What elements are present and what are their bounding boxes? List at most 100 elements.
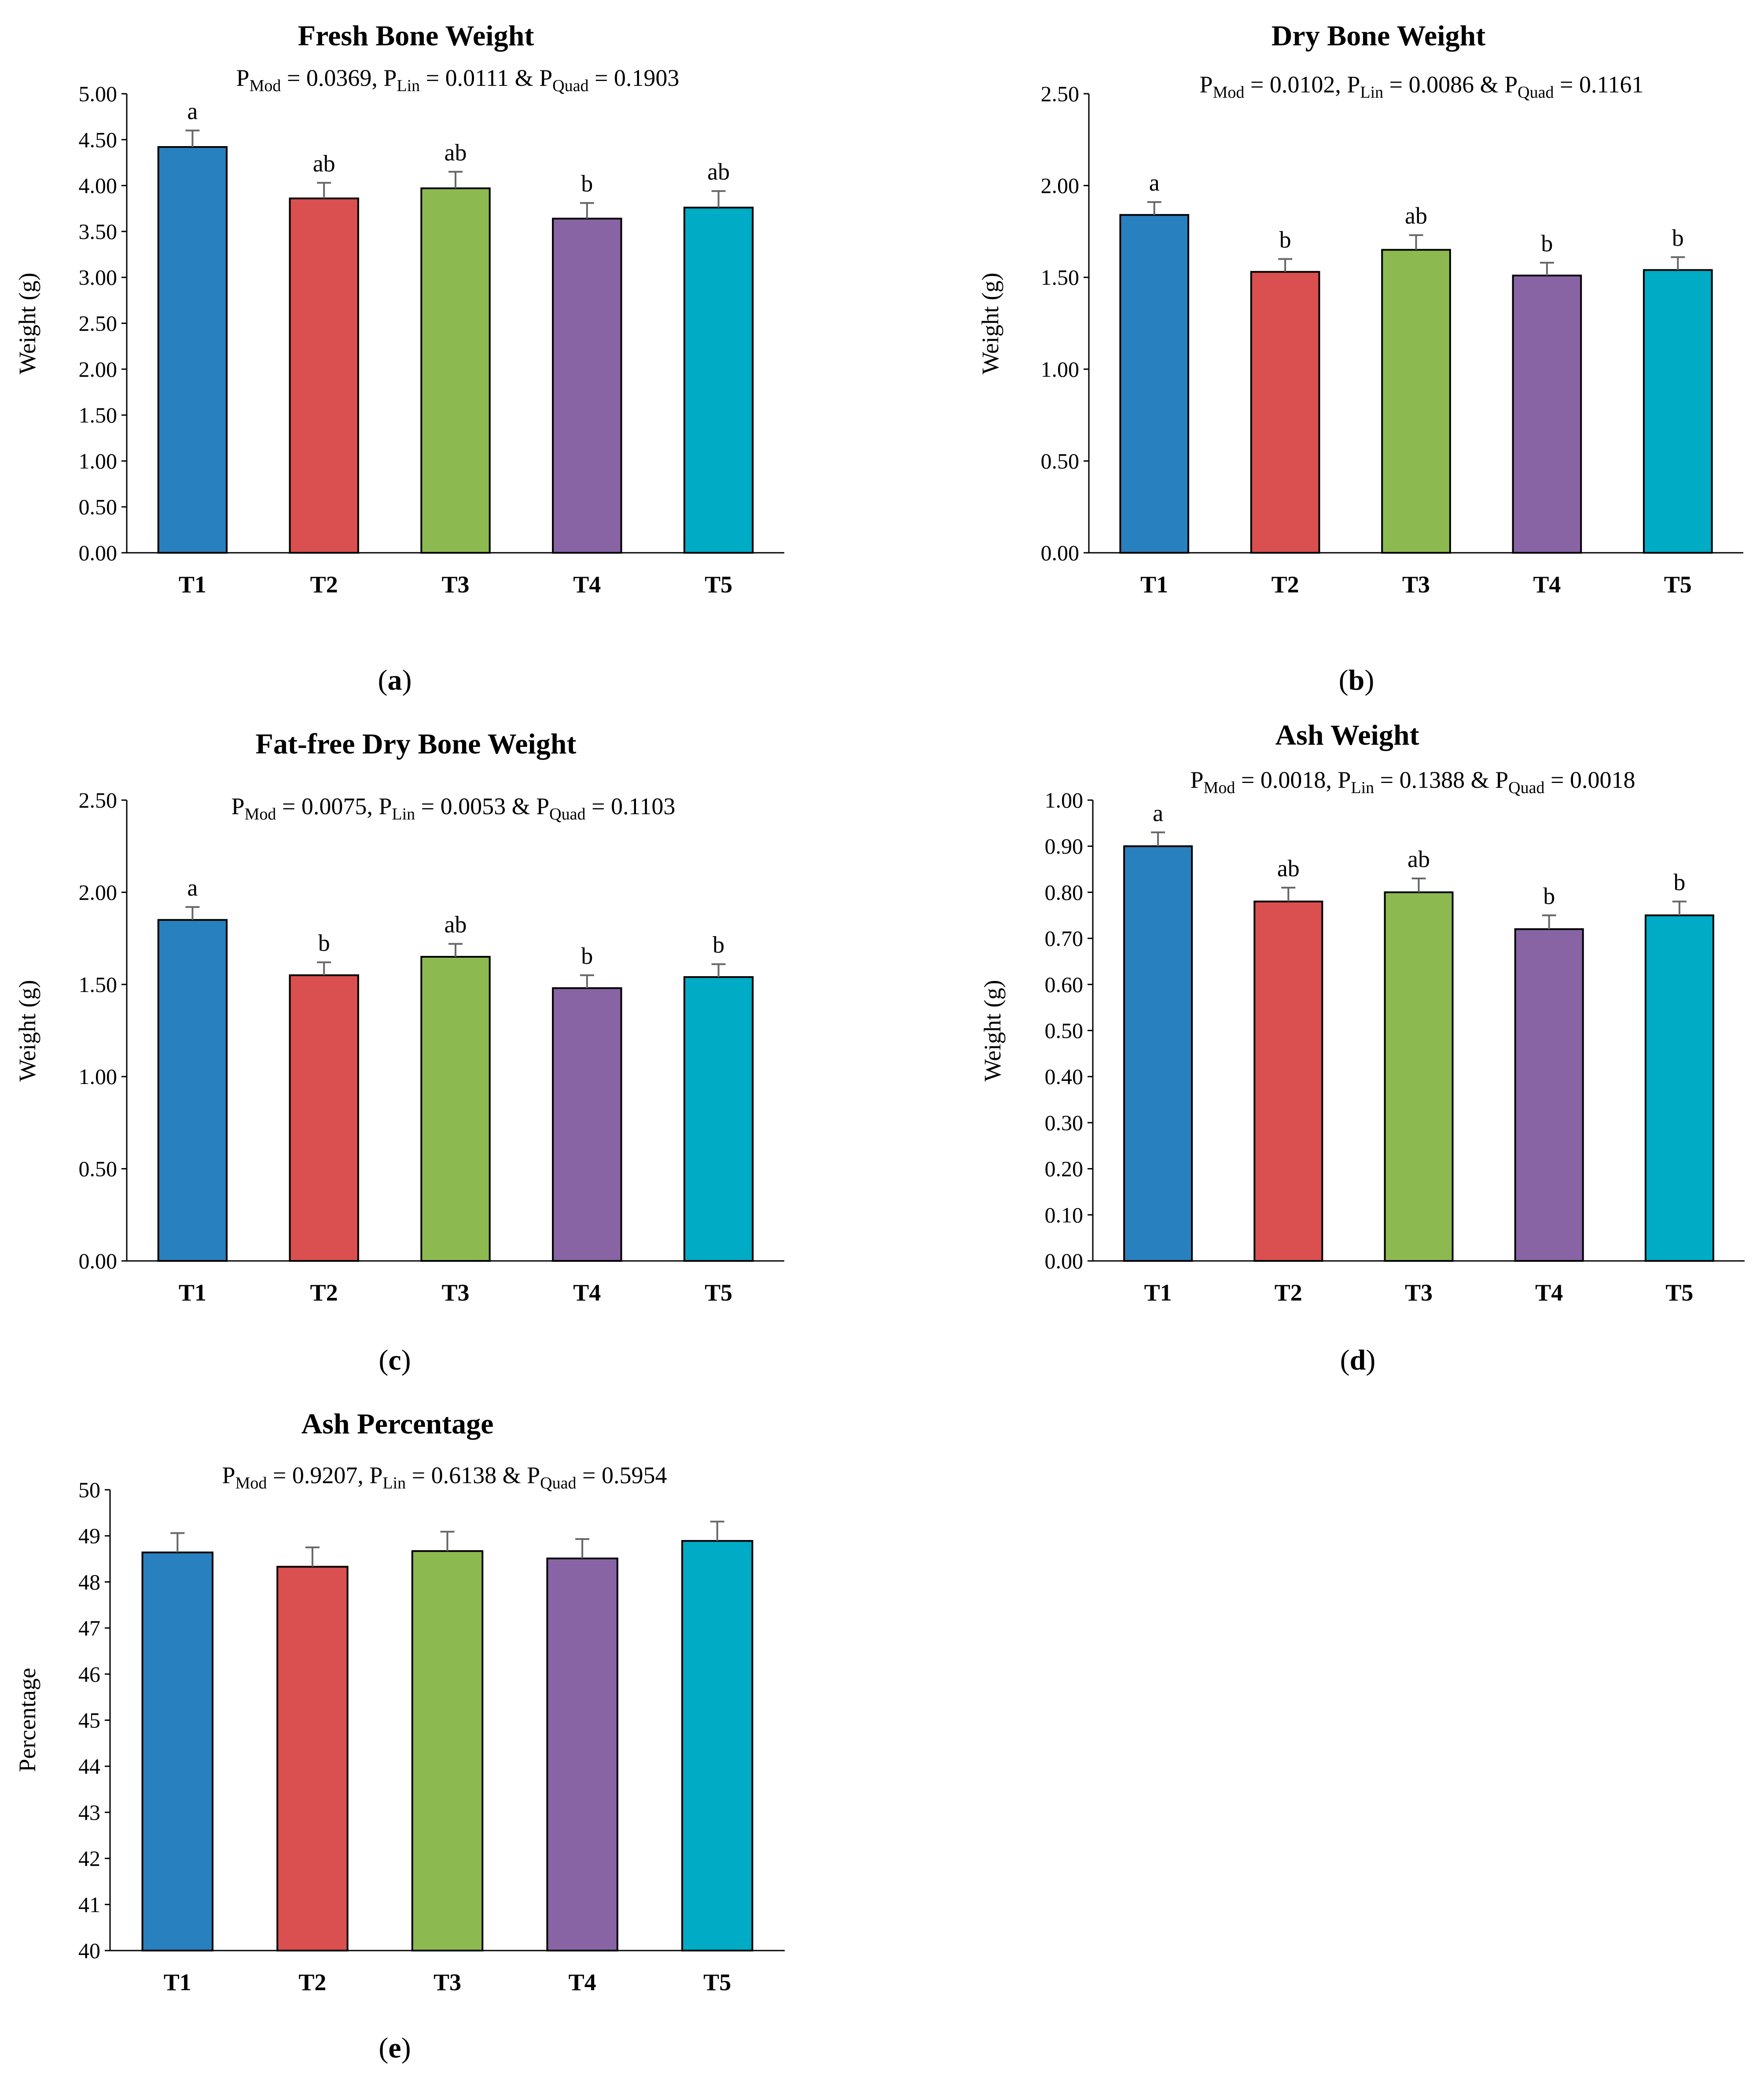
y-tick-label: 0.00: [79, 540, 118, 565]
y-tick-label: 0.00: [79, 1249, 118, 1273]
pvalue-annotation: PMod = 0.0102, PLin = 0.0086 & PQuad = 0…: [1200, 71, 1644, 102]
y-tick-label: 2.00: [79, 357, 118, 382]
y-tick-label: 2.50: [79, 788, 118, 812]
panel-caption: (c): [379, 1344, 411, 1376]
y-tick-label: 48: [78, 1569, 100, 1594]
bar-t1: [157, 919, 228, 1262]
y-tick-label: 0.50: [79, 1157, 118, 1181]
x-tick-label: T4: [573, 571, 601, 598]
x-tick-label: T5: [1665, 1279, 1693, 1306]
significance-label: b: [1279, 226, 1291, 253]
y-tick-label: 0.20: [1045, 1157, 1084, 1181]
significance-label: b: [1543, 883, 1555, 909]
significance-label: b: [1672, 224, 1684, 251]
bar-t1: [1119, 214, 1190, 554]
x-tick-label: T3: [434, 1969, 461, 1995]
x-tick-label: T4: [1535, 1279, 1563, 1306]
bar-t3: [411, 1550, 484, 1951]
bar-t2: [289, 197, 359, 554]
y-tick-label: 0.50: [1041, 448, 1080, 473]
y-tick-label: 1.50: [79, 403, 118, 427]
x-tick-label: T1: [179, 1279, 206, 1306]
y-tick-label: 0.40: [1045, 1064, 1084, 1089]
y-tick-label: 43: [78, 1800, 100, 1825]
bar-t1: [141, 1551, 214, 1952]
chart-panel-a: Fresh Bone Weight PMod = 0.0369, PLin = 0…: [14, 20, 784, 696]
x-tick-label: T5: [705, 571, 732, 598]
y-tick-label: 2.50: [1041, 81, 1080, 106]
significance-label: a: [1149, 169, 1160, 196]
x-tick-label: T5: [703, 1969, 731, 1995]
x-tick-label: T4: [1533, 571, 1561, 598]
x-tick-label: T5: [705, 1279, 732, 1306]
y-tick-label: 3.00: [79, 265, 118, 290]
bar-t2: [1253, 900, 1323, 1262]
significance-label: b: [1541, 230, 1553, 257]
x-tick-label: T4: [573, 1279, 601, 1306]
significance-label: ab: [1277, 855, 1300, 882]
y-tick-label: 40: [78, 1938, 100, 1963]
x-tick-label: T2: [298, 1969, 326, 1995]
bar-t4: [1512, 275, 1582, 554]
significance-label: b: [581, 170, 593, 197]
chart-title: Dry Bone Weight: [1272, 20, 1485, 52]
significance-label: ab: [1408, 846, 1430, 872]
y-tick-label: 0.50: [1045, 1018, 1084, 1043]
significance-label: a: [1153, 800, 1163, 826]
bar-t2: [1250, 271, 1320, 554]
bar-t3: [1384, 891, 1454, 1262]
chart-title: Fat-free Dry Bone Weight: [256, 728, 577, 760]
x-tick-label: T1: [1140, 571, 1168, 598]
significance-label: ab: [1405, 202, 1427, 229]
y-tick-label: 2.50: [79, 311, 118, 336]
y-tick-label: 2.00: [79, 880, 118, 904]
significance-label: ab: [445, 911, 467, 938]
y-tick-label: 0.10: [1045, 1202, 1084, 1227]
y-tick-label: 0.90: [1045, 834, 1084, 859]
x-tick-label: T1: [179, 571, 206, 598]
y-tick-label: 0.00: [1041, 540, 1080, 565]
chart-panel-e: Ash Percentage PMod = 0.9207, PLin = 0.61…: [14, 1408, 785, 2064]
y-tick-label: 3.50: [79, 219, 118, 244]
panel-caption: (a): [378, 664, 412, 696]
chart-title: Ash Percentage: [301, 1408, 494, 1440]
bar-t2: [289, 974, 359, 1262]
significance-label: ab: [445, 139, 467, 165]
bar-t4: [546, 1558, 618, 1951]
pvalue-annotation: PMod = 0.0018, PLin = 0.1388 & PQuad = 0…: [1191, 767, 1635, 797]
bar-t5: [681, 1540, 753, 1952]
y-tick-label: 4.50: [79, 127, 118, 152]
y-tick-label: 42: [78, 1846, 100, 1871]
y-tick-label: 50: [78, 1477, 100, 1502]
x-tick-label: T2: [310, 571, 338, 598]
bar-t1: [157, 146, 228, 554]
significance-label: b: [1673, 869, 1685, 895]
y-tick-label: 44: [78, 1754, 100, 1778]
y-axis-label: Percentage: [14, 1668, 40, 1772]
significance-label: a: [187, 874, 198, 901]
x-tick-label: T1: [164, 1969, 191, 1995]
panel-caption: (b): [1339, 664, 1374, 696]
bar-t4: [552, 217, 622, 554]
x-tick-label: T2: [1275, 1279, 1302, 1306]
y-axis-label: Weight (g): [14, 980, 40, 1081]
pvalue-annotation: PMod = 0.9207, PLin = 0.6138 & PQuad = 0…: [222, 1462, 667, 1492]
significance-label: b: [318, 930, 330, 956]
bar-t5: [683, 976, 754, 1262]
y-tick-label: 45: [78, 1708, 100, 1733]
bar-t5: [683, 206, 754, 554]
y-tick-label: 0.60: [1045, 972, 1084, 997]
y-tick-label: 0.50: [79, 495, 118, 519]
x-tick-label: T2: [310, 1279, 338, 1306]
x-tick-label: T3: [1405, 1279, 1433, 1306]
x-tick-label: T2: [1272, 571, 1299, 598]
chart-panel-c: Fat-free Dry Bone Weight PMod = 0.0075, P…: [14, 728, 784, 1376]
x-tick-label: T4: [569, 1969, 596, 1995]
y-tick-label: 1.50: [79, 972, 118, 997]
y-tick-label: 5.00: [79, 81, 118, 106]
significance-label: ab: [313, 150, 335, 176]
y-tick-label: 1.00: [1041, 357, 1080, 382]
bar-t3: [420, 955, 491, 1262]
chart-title: Ash Weight: [1275, 719, 1419, 751]
